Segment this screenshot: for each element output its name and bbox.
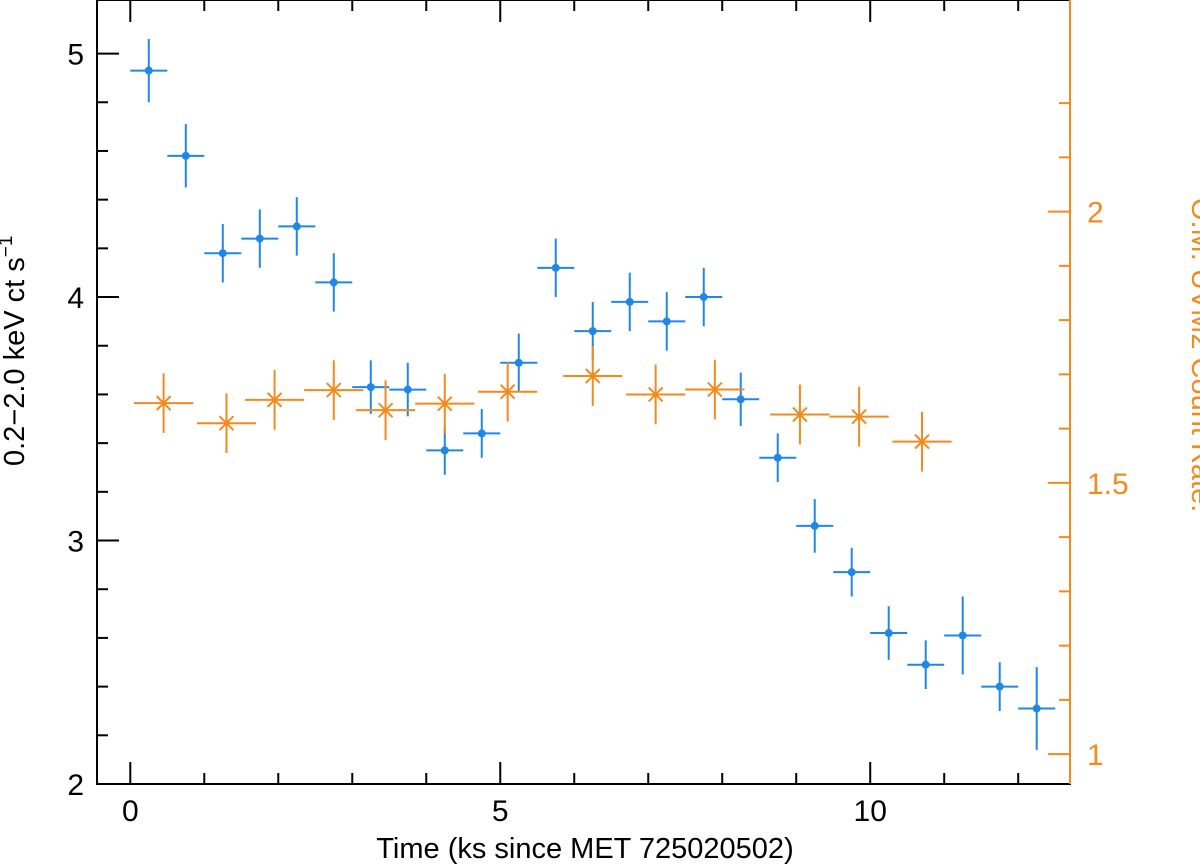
xray-dot-marker [329,278,338,287]
xray-data-point [463,409,501,458]
xray-dot-marker [144,66,153,75]
xray-dot-marker [218,249,227,258]
uv-star-marker-stroke [437,395,453,412]
tick-labels: 0 5 10 2 3 4 5 1 1.5 2 [67,39,1128,828]
xray-dot-marker [181,151,190,160]
xray-dot-marker [847,568,856,577]
uv-star-marker-stroke [266,392,283,408]
xray-dot-marker [921,660,930,669]
uv-data-point [829,386,889,447]
xray-dot-marker [662,317,671,326]
xray-data-point [1018,667,1056,750]
xray-dot-marker [255,234,264,243]
xray-data-point [389,362,427,417]
xray-data-point [352,360,390,414]
uv-data-point [133,373,194,433]
xray-dot-marker [625,297,634,306]
xray-data-point [796,499,834,553]
xray-dot-marker [514,358,523,367]
uv-star-marker-stroke [914,433,930,450]
xray-dot-marker [736,395,745,404]
xray-dot-marker [773,453,782,462]
xray-data-point [167,124,205,188]
xray-dot-marker [995,682,1004,691]
uv-data-point [892,411,952,472]
xray-data-point [981,662,1019,711]
uv-data-point [685,359,745,420]
xray-dot-marker [403,385,412,394]
uv-data-point [244,370,305,430]
xray-data-point [537,238,575,298]
y-tick-label: 5 [67,39,84,72]
xray-data-point [648,292,686,351]
xray-dot-marker [292,222,301,231]
y-axis-title-superscript: −1 [0,236,17,258]
xray-data-point [241,209,279,268]
uv-star-marker-stroke [499,384,516,400]
uv-star-marker-stroke [155,395,172,411]
xray-dot-marker [440,446,449,455]
uv-star-marker-stroke [585,368,601,384]
y2-tick-label: 2 [1087,197,1104,230]
xray-data-point [278,197,316,256]
xray-data-point [204,224,242,283]
uv-star-marker-stroke [647,386,664,403]
y-tick-label: 3 [67,526,84,559]
xray-data-point [759,433,797,483]
uv-star-marker-stroke [377,402,394,418]
xray-dot-marker [551,263,560,272]
xray-data-point [944,596,982,675]
xray-data-point [315,253,353,312]
uv-data-point [196,393,257,454]
xray-data-point [685,267,723,327]
x-tick-label: 0 [122,795,139,828]
xray-data-point [833,547,871,597]
x-axis-title: Time (ks since MET 725020502) [376,833,793,865]
xray-dot-marker [958,631,967,640]
xray-dot-marker [699,293,708,302]
xray-dot-marker [366,383,375,392]
uv-star-marker-stroke [707,381,723,398]
y-tick-label: 2 [67,769,84,802]
xray-dot-marker [884,629,893,638]
uv-data-point [626,364,686,425]
xray-dot-marker [477,429,486,438]
uv-data-point [563,346,623,406]
xray-data-point [722,372,760,427]
xray-data-point [611,272,649,332]
uv-data-point [770,384,830,445]
y-axis-title-main: 0.2−2.0 keV ct s [0,257,31,466]
x-tick-label: 10 [854,795,887,828]
y-tick-label: 4 [67,282,84,315]
uv-star-marker-stroke [792,406,808,423]
y2-axis-title: O.M. UVM2 Count Rate. [1185,198,1200,512]
xray-data-point [426,426,464,475]
xray-data-point [500,333,538,392]
xray-dot-marker [588,327,597,336]
uv-star-marker-stroke [326,382,342,398]
axes [96,0,1071,785]
uv-data-point [355,380,416,441]
xray-data-point [907,640,945,690]
uv-data-point [478,361,538,422]
plot-area [130,38,1056,750]
y2-tick-label: 1 [1087,739,1104,772]
xray-data-point [870,606,908,660]
xray-dot-marker [810,521,819,530]
y-axis-title: 0.2−2.0 keV ct s−1 [0,236,31,466]
tick-marks [97,0,1070,785]
uv-star-marker-stroke [851,408,867,425]
uv-data-point [415,373,475,434]
xray-dot-marker [1032,704,1041,713]
uv-star-marker-stroke [218,415,235,431]
y2-tick-label: 1.5 [1087,468,1129,501]
x-tick-label: 5 [492,795,509,828]
xray-data-point [130,38,168,103]
uv-data-point [304,360,364,420]
